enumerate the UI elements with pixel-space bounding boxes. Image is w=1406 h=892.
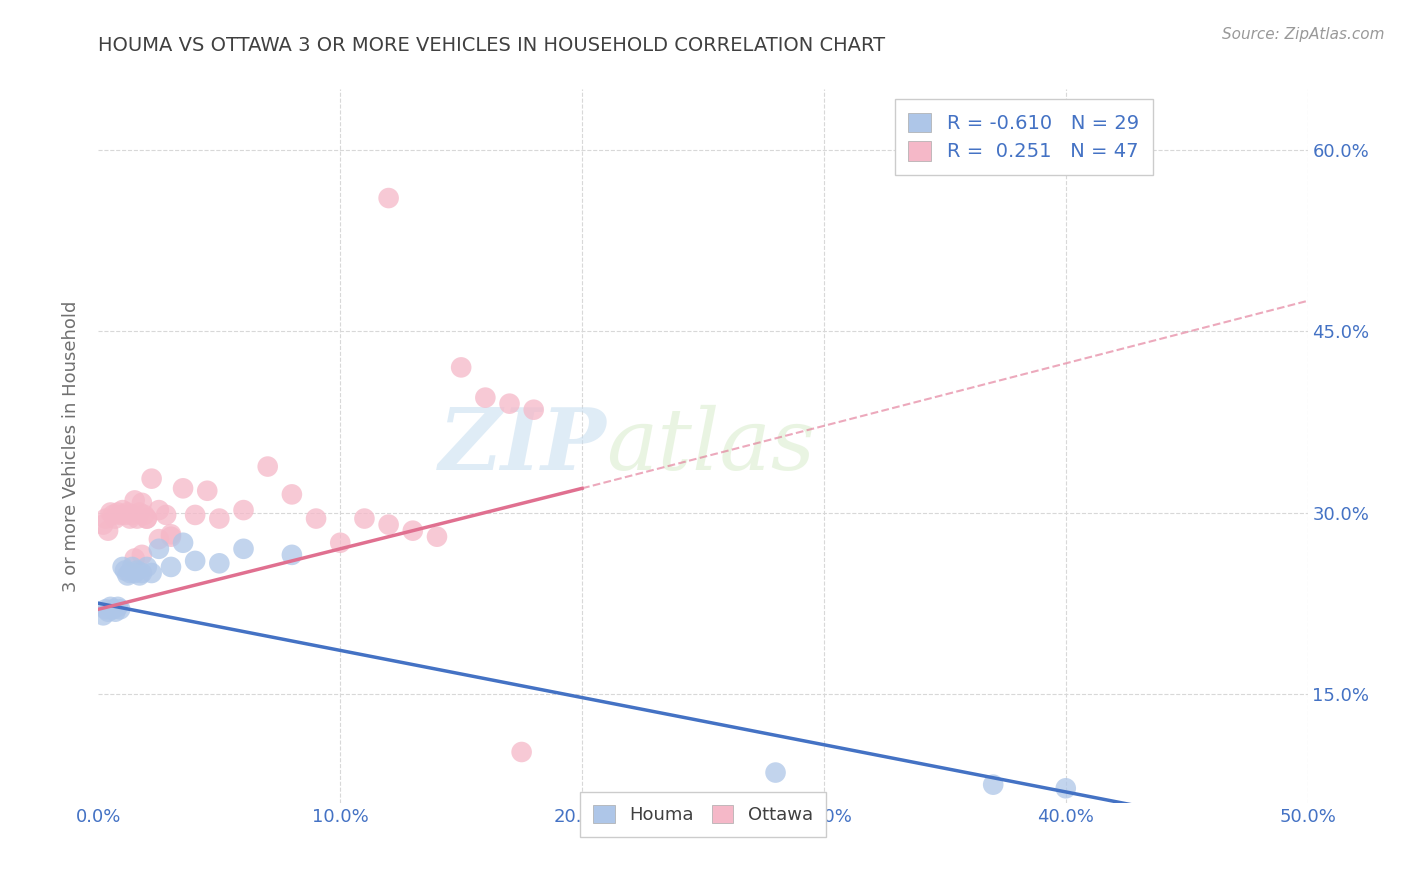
Point bbox=[208, 511, 231, 525]
Point bbox=[118, 511, 141, 525]
Legend: Houma, Ottawa: Houma, Ottawa bbox=[581, 792, 825, 837]
Point bbox=[108, 508, 131, 522]
Point bbox=[160, 527, 183, 541]
Point bbox=[172, 535, 194, 549]
Point bbox=[184, 554, 207, 568]
Point bbox=[101, 602, 124, 616]
Point bbox=[135, 560, 157, 574]
Point bbox=[281, 548, 304, 562]
Point bbox=[195, 483, 218, 498]
Point bbox=[134, 508, 156, 522]
Point bbox=[104, 605, 127, 619]
Point bbox=[135, 511, 157, 525]
Point bbox=[172, 481, 194, 495]
Point bbox=[184, 508, 207, 522]
Point bbox=[100, 506, 122, 520]
Point bbox=[101, 508, 124, 522]
Point bbox=[127, 511, 149, 525]
Point bbox=[114, 508, 136, 522]
Point bbox=[305, 511, 328, 525]
Point bbox=[141, 566, 163, 580]
Point bbox=[118, 566, 141, 580]
Point bbox=[127, 564, 149, 578]
Text: Source: ZipAtlas.com: Source: ZipAtlas.com bbox=[1222, 27, 1385, 42]
Point bbox=[135, 511, 157, 525]
Point bbox=[426, 530, 449, 544]
Point bbox=[155, 508, 177, 522]
Point bbox=[94, 602, 117, 616]
Point bbox=[117, 568, 139, 582]
Point bbox=[765, 765, 787, 780]
Point bbox=[281, 487, 304, 501]
Point bbox=[91, 608, 114, 623]
Point bbox=[377, 517, 399, 532]
Point bbox=[117, 506, 139, 520]
Point bbox=[97, 524, 120, 538]
Point bbox=[108, 602, 131, 616]
Point bbox=[981, 778, 1004, 792]
Point bbox=[107, 599, 129, 614]
Point bbox=[128, 568, 150, 582]
Text: HOUMA VS OTTAWA 3 OR MORE VEHICLES IN HOUSEHOLD CORRELATION CHART: HOUMA VS OTTAWA 3 OR MORE VEHICLES IN HO… bbox=[98, 36, 886, 54]
Point bbox=[131, 496, 153, 510]
Point bbox=[131, 566, 153, 580]
Point bbox=[160, 530, 183, 544]
Point bbox=[91, 517, 114, 532]
Text: ZIP: ZIP bbox=[439, 404, 606, 488]
Point bbox=[141, 472, 163, 486]
Point bbox=[377, 191, 399, 205]
Point bbox=[474, 391, 496, 405]
Point bbox=[121, 508, 143, 522]
Point bbox=[97, 605, 120, 619]
Point bbox=[124, 551, 146, 566]
Point bbox=[104, 511, 127, 525]
Point bbox=[402, 524, 425, 538]
Point bbox=[114, 564, 136, 578]
Point bbox=[510, 745, 533, 759]
Point bbox=[523, 402, 546, 417]
Text: atlas: atlas bbox=[606, 405, 815, 487]
Point bbox=[148, 532, 170, 546]
Point bbox=[148, 541, 170, 556]
Point bbox=[498, 397, 520, 411]
Point bbox=[232, 541, 254, 556]
Point bbox=[100, 599, 122, 614]
Point bbox=[111, 503, 134, 517]
Point bbox=[232, 503, 254, 517]
Point bbox=[124, 493, 146, 508]
Point bbox=[329, 535, 352, 549]
Point bbox=[353, 511, 375, 525]
Point bbox=[1054, 781, 1077, 796]
Point bbox=[256, 459, 278, 474]
Point bbox=[107, 506, 129, 520]
Y-axis label: 3 or more Vehicles in Household: 3 or more Vehicles in Household bbox=[62, 301, 80, 591]
Point bbox=[128, 506, 150, 520]
Point bbox=[111, 560, 134, 574]
Point bbox=[148, 503, 170, 517]
Point bbox=[124, 566, 146, 580]
Point bbox=[131, 548, 153, 562]
Point bbox=[94, 511, 117, 525]
Point bbox=[208, 557, 231, 571]
Point bbox=[450, 360, 472, 375]
Point bbox=[121, 560, 143, 574]
Point bbox=[160, 560, 183, 574]
